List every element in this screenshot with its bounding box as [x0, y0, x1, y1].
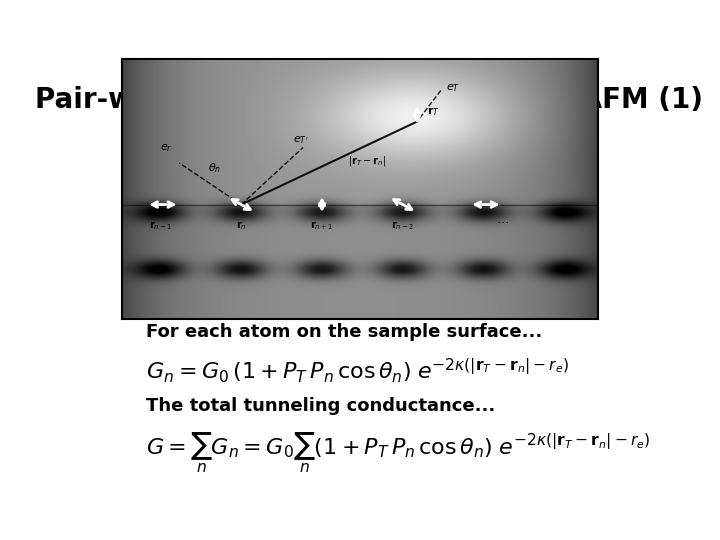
- Text: $e_r$: $e_r$: [161, 142, 173, 154]
- Text: For each atom on the sample surface...: For each atom on the sample surface...: [145, 322, 542, 341]
- Text: $e_T$: $e_T$: [446, 83, 459, 94]
- Text: $G_n = G_0\, (1 + P_T\, P_n\, \cos\theta_n)\; e^{-2\kappa(|\mathbf{r}_T - \mathb: $G_n = G_0\, (1 + P_T\, P_n\, \cos\theta…: [145, 356, 569, 384]
- Text: $\mathbf{r}_{n-2}$: $\mathbf{r}_{n-2}$: [391, 219, 414, 232]
- Text: $\mathbf{r}_{n+1}$: $\mathbf{r}_{n+1}$: [310, 219, 333, 232]
- Text: $e_{T^{\prime}}$: $e_{T^{\prime}}$: [294, 134, 309, 146]
- Text: Pair-wise Model of SP-STM and SP-AFM (1): Pair-wise Model of SP-STM and SP-AFM (1): [35, 85, 703, 113]
- Text: $G = \sum_n G_n = G_0 \sum_n (1 + P_T\, P_n\, \cos\theta_n)\; e^{-2\kappa(|\math: $G = \sum_n G_n = G_0 \sum_n (1 + P_T\, …: [145, 431, 650, 475]
- Text: $|\mathbf{r}_T - \mathbf{r}_n|$: $|\mathbf{r}_T - \mathbf{r}_n|$: [348, 153, 387, 167]
- Text: $\mathbf{r}_{n}$: $\mathbf{r}_{n}$: [236, 219, 246, 232]
- Text: $\theta_n$: $\theta_n$: [208, 161, 221, 174]
- Text: $\ldots$: $\ldots$: [496, 213, 509, 226]
- Text: The total tunneling conductance...: The total tunneling conductance...: [145, 397, 495, 415]
- Text: $\mathbf{r}_T$: $\mathbf{r}_T$: [426, 105, 439, 118]
- Text: $\mathbf{r}_{n-1}$: $\mathbf{r}_{n-1}$: [149, 219, 172, 232]
